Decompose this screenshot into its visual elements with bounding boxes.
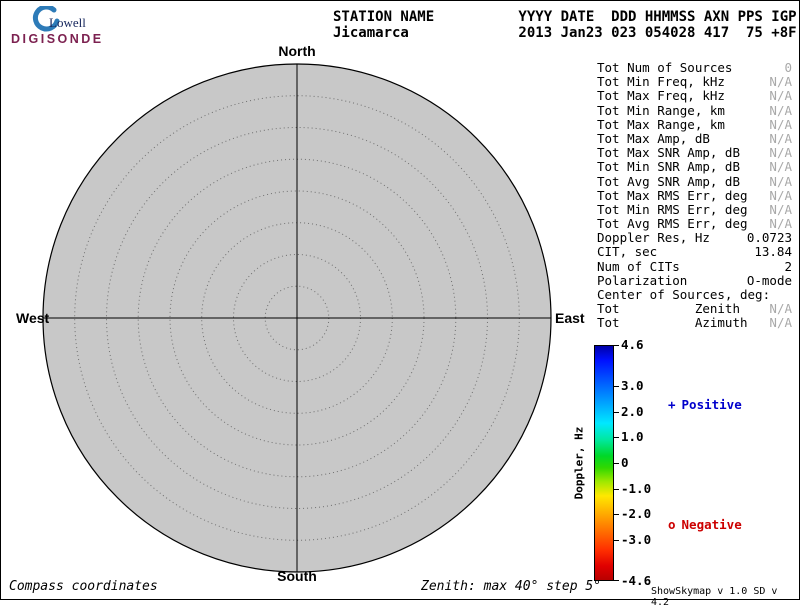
station-header: STATION NAME YYYY DATE DDD HHMMSS AXN PP… xyxy=(333,9,797,41)
stat-value: 13.84 xyxy=(754,244,792,260)
colorbar-tick-label: -3.0 xyxy=(621,532,652,547)
stat-label: CIT, sec xyxy=(597,244,658,260)
stat-value: N/A xyxy=(769,301,792,317)
stat-row: Tot Avg SNR Amp, dB N/A xyxy=(597,173,792,189)
stat-value: 0.0723 xyxy=(746,230,792,246)
stat-value: N/A xyxy=(769,159,792,175)
compass-label-north: North xyxy=(278,43,316,59)
header-column-labels: STATION NAME YYYY DATE DDD HHMMSS AXN PP… xyxy=(333,9,797,25)
colorbar-tick-label: 2.0 xyxy=(621,404,644,419)
stat-row: Tot Min Range, km N/A xyxy=(597,102,792,118)
stat-section-heading: Center of Sources, deg: xyxy=(597,287,792,302)
stat-label: Tot Num of Sources xyxy=(597,60,733,75)
stat-value: N/A xyxy=(769,145,792,161)
stat-value: N/A xyxy=(769,216,792,232)
stat-label: Tot Max Freq, kHz xyxy=(597,88,725,104)
stat-label: Polarization xyxy=(597,272,688,288)
coordinates-mode-label: Compass coordinates xyxy=(9,579,158,594)
stat-row: Tot Max Amp, dB N/A xyxy=(597,130,792,146)
colorbar-tick-mark xyxy=(614,514,619,515)
doppler-colorbar: Doppler, Hz 4.6 3.0 2.0 1.0 0 -1.0 -2.0 … xyxy=(573,338,724,587)
colorbar-tick-mark xyxy=(614,345,619,346)
stat-row: Tot Min SNR Amp, dB N/A xyxy=(597,160,792,174)
colorbar-tick-label: 4.6 xyxy=(621,337,644,352)
stat-value: N/A xyxy=(769,315,792,331)
plus-marker-icon: + xyxy=(668,397,676,412)
stat-row: CIT, sec 13.84 xyxy=(597,245,792,259)
stat-label: Num of CITs xyxy=(597,258,680,274)
stat-value: N/A xyxy=(769,74,792,90)
colorbar-tick-label: 0 xyxy=(621,455,629,470)
stat-label: Tot Avg RMS Err, deg xyxy=(597,216,748,232)
stat-label: Tot Max Amp, dB xyxy=(597,130,710,146)
compass-label-south: South xyxy=(277,568,317,584)
stat-label: Tot Max RMS Err, deg xyxy=(597,187,748,203)
stat-label: Tot Azimuth xyxy=(597,315,748,331)
stat-row: Tot Zenith N/A xyxy=(597,301,792,317)
stat-value: N/A xyxy=(769,173,792,189)
stat-row: Polarization O-mode xyxy=(597,272,792,288)
stat-label: Tot Min Range, km xyxy=(597,102,725,118)
stat-row: Tot Max SNR Amp, dB N/A xyxy=(597,145,792,161)
stat-label: Tot Max SNR Amp, dB xyxy=(597,145,740,161)
stat-label: Doppler Res, Hz xyxy=(597,230,710,246)
legend-negative: o Negative xyxy=(668,517,742,532)
stat-row: Tot Max RMS Err, deg N/A xyxy=(597,187,792,203)
circle-marker-icon: o xyxy=(668,517,676,532)
stat-row: Tot Min Freq, kHz N/A xyxy=(597,74,792,90)
compass-label-west: West xyxy=(16,310,50,326)
logo-brand-top: Lowell xyxy=(49,15,86,30)
stat-label: Tot Min Freq, kHz xyxy=(597,74,725,90)
stat-label: Tot Max Range, km xyxy=(597,116,725,132)
stats-panel: Tot Num of Sources 0 Tot Min Freq, kHz N/A… xyxy=(597,60,792,331)
lowell-digisonde-logo: Lowell DIGISONDE xyxy=(9,6,129,48)
colorbar-axis-label: Doppler, Hz xyxy=(572,426,586,500)
stat-row: Tot Min RMS Err, deg N/A xyxy=(597,201,792,217)
colorbar-tick-label: -2.0 xyxy=(621,506,652,521)
colorbar-tick-mark xyxy=(614,463,619,464)
zenith-range-label: Zenith: max 40° step 5° xyxy=(421,579,602,594)
stat-row: Num of CITs 2 xyxy=(597,258,792,274)
stat-value: N/A xyxy=(769,187,792,203)
stat-value: N/A xyxy=(769,116,792,132)
colorbar-gradient xyxy=(594,345,614,581)
stat-value: N/A xyxy=(769,201,792,217)
colorbar-tick-mark xyxy=(614,540,619,541)
stat-row: Tot Avg RMS Err, deg N/A xyxy=(597,216,792,232)
colorbar-tick-mark xyxy=(614,580,619,581)
logo-brand-bottom: DIGISONDE xyxy=(11,32,104,46)
legend-negative-label: Negative xyxy=(681,517,742,532)
stat-label: Tot Zenith xyxy=(597,301,740,317)
colorbar-tick-label: -4.6 xyxy=(621,573,652,588)
header-column-values: Jicamarca 2013 Jan23 023 054028 417 75 +… xyxy=(333,25,797,41)
stat-label: Tot Avg SNR Amp, dB xyxy=(597,173,740,189)
stat-label: Tot Min RMS Err, deg xyxy=(597,201,748,217)
legend-positive: + Positive xyxy=(668,397,742,412)
stat-value: N/A xyxy=(769,130,792,146)
colorbar-tick-label: -1.0 xyxy=(621,481,652,496)
colorbar-tick-mark xyxy=(614,489,619,490)
legend-positive-label: Positive xyxy=(681,397,742,412)
colorbar-tick-mark xyxy=(614,412,619,413)
stat-label: Tot Min SNR Amp, dB xyxy=(597,159,740,175)
colorbar-tick-label: 1.0 xyxy=(621,429,644,444)
stat-value: N/A xyxy=(769,88,792,104)
stat-row: Tot Max Freq, kHz N/A xyxy=(597,89,792,103)
stat-row: Tot Num of Sources 0 xyxy=(597,60,792,75)
stat-row: Doppler Res, Hz 0.0723 xyxy=(597,231,792,245)
colorbar-tick-mark xyxy=(614,437,619,438)
version-label: ShowSkymap v 1.0 SD v 4.2 xyxy=(651,586,778,608)
stat-value: 2 xyxy=(784,258,792,274)
stat-value: N/A xyxy=(769,102,792,118)
stat-value: O-mode xyxy=(746,272,792,288)
stat-row: Tot Max Range, km N/A xyxy=(597,116,792,132)
compass-label-east: East xyxy=(555,310,585,326)
colorbar-tick-label: 3.0 xyxy=(621,378,644,393)
stat-value: 0 xyxy=(784,60,792,75)
stat-label: Center of Sources, deg: xyxy=(597,287,771,302)
stat-row: Tot Azimuth N/A xyxy=(597,316,792,330)
lowell-swoosh-icon xyxy=(32,6,60,32)
colorbar-tick-mark xyxy=(614,386,619,387)
